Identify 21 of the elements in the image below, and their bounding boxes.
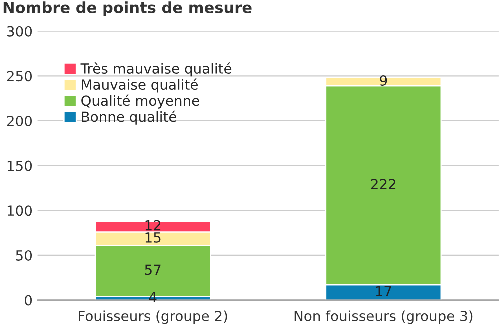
data-label: 17 — [376, 286, 392, 297]
y-tick-label: 50 — [16, 250, 32, 261]
data-label: 222 — [371, 179, 396, 190]
data-label: 4 — [149, 292, 157, 302]
y-tick-label: 0 — [25, 295, 32, 306]
x-tick-label: Fouisseurs (groupe 2) — [79, 310, 228, 324]
legend-label: Bonne qualité — [82, 110, 176, 125]
legend-label: Qualité moyenne — [82, 94, 200, 109]
data-label: 12 — [146, 220, 161, 231]
y-tick-label: 150 — [8, 160, 32, 172]
data-label: 15 — [146, 232, 161, 243]
legend-label: Très mauvaise qualité — [80, 62, 232, 77]
y-tick-label: 100 — [8, 206, 32, 216]
y-tick-label: 300 — [7, 26, 32, 37]
legend-label: Mauvaise qualité — [82, 78, 198, 93]
data-label: 9 — [380, 76, 388, 86]
y-tick-label: 250 — [7, 71, 32, 82]
chart-title: Nombre de points de mesure — [4, 2, 252, 16]
y-tick-label: 200 — [7, 116, 32, 126]
data-label: 57 — [145, 264, 161, 276]
x-tick-label: Non fouisseurs (groupe 3) — [294, 310, 473, 324]
